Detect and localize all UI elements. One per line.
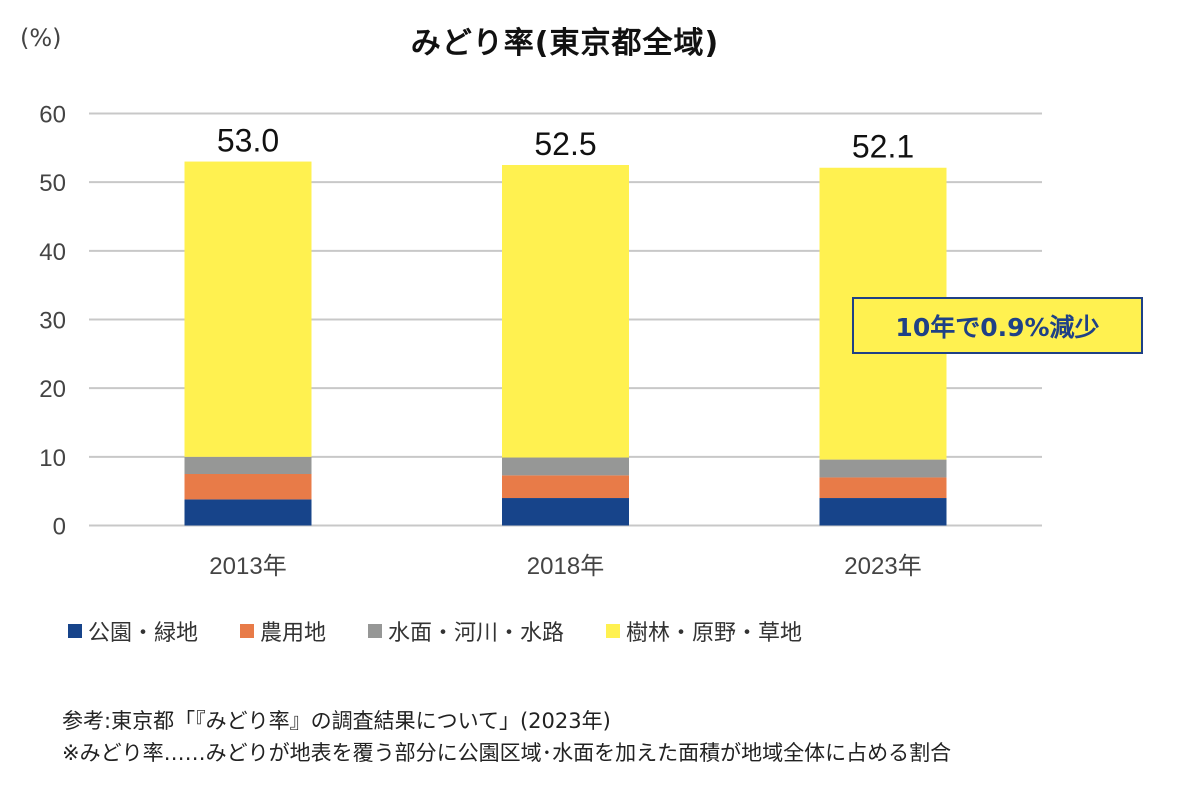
- y-tick-label: 60: [39, 102, 66, 129]
- legend-swatch-forest: [606, 624, 621, 638]
- legend: 公園・緑地 農用地 水面・河川・水路 樹林・原野・草地: [68, 615, 844, 647]
- legend-item-water: 水面・河川・水路: [368, 615, 564, 647]
- bar-total-label: 52.5: [534, 126, 596, 162]
- legend-swatch-agri: [240, 624, 255, 638]
- y-tick-label: 50: [39, 170, 66, 197]
- bar-total-label: 52.1: [852, 129, 914, 165]
- legend-label-agri: 農用地: [260, 621, 327, 646]
- x-tick-label: 2013年: [209, 553, 286, 580]
- legend-swatch-park: [68, 624, 82, 638]
- footnotes: 参考:東京都「『みどり率』の調査結果について」(2023年) ※みどり率……みど…: [62, 705, 951, 769]
- bar-segment: [819, 498, 947, 526]
- bar-segment: [502, 498, 629, 526]
- bar-segment: [502, 457, 629, 476]
- y-tick-label: 0: [53, 514, 66, 541]
- legend-item-agri: 農用地: [240, 615, 326, 647]
- bar-segment: [184, 456, 312, 474]
- bar-segment: [502, 165, 629, 458]
- chart-title: みどり率(東京都全域): [410, 26, 720, 61]
- bar-total-label: 53.0: [217, 123, 279, 159]
- legend-label-water: 水面・河川・水路: [388, 621, 565, 646]
- legend-label-park: 公園・緑地: [88, 621, 199, 646]
- bar-segment: [819, 459, 947, 478]
- bar-segment: [184, 474, 312, 500]
- bar-segment: [184, 161, 312, 457]
- y-tick-label: 10: [39, 445, 66, 472]
- definition-note: ※みどり率……みどりが地表を覆う部分に公園区域･水面を加えた面積が地域全体に占め…: [62, 741, 952, 765]
- x-tick-label: 2018年: [527, 553, 604, 580]
- bar-segment: [184, 499, 312, 526]
- y-tick-label: 20: [39, 376, 66, 403]
- y-axis-unit: (%): [20, 24, 62, 52]
- y-tick-label: 30: [39, 308, 66, 335]
- legend-item-forest: 樹林・原野・草地: [606, 615, 802, 647]
- legend-item-park: 公園・緑地: [68, 615, 198, 647]
- bar-segment: [502, 475, 629, 499]
- legend-swatch-water: [368, 624, 383, 638]
- source-note: 参考:東京都「『みどり率』の調査結果について」(2023年): [62, 709, 611, 733]
- bar-segment: [819, 477, 947, 499]
- legend-label-forest: 樹林・原野・草地: [626, 621, 803, 646]
- annotation-box: 10年で0.9%減少: [852, 297, 1143, 354]
- annotation-text: 10年で0.9%減少: [895, 312, 1100, 342]
- y-tick-label: 40: [39, 239, 66, 266]
- x-tick-label: 2023年: [844, 553, 921, 580]
